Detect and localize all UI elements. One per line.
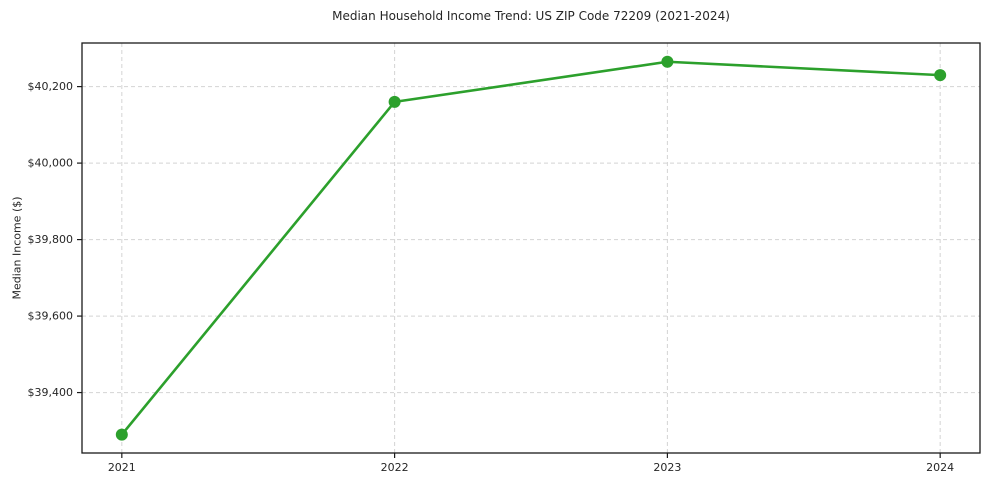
y-tick-label: $40,000	[28, 157, 74, 170]
y-axis-label: Median Income ($)	[10, 196, 24, 300]
y-tick-label: $39,600	[28, 310, 74, 323]
x-tick-label: 2023	[653, 461, 681, 474]
y-tick-label: $40,200	[28, 80, 74, 93]
data-point	[934, 69, 947, 82]
x-tick-label: 2021	[108, 461, 136, 474]
y-tick-label: $39,800	[28, 233, 74, 246]
x-tick-label: 2024	[926, 461, 954, 474]
data-point	[661, 55, 674, 68]
income-trend-line	[120, 60, 942, 436]
data-point	[388, 95, 401, 108]
y-tick-label: $39,400	[28, 386, 74, 399]
plot-border	[81, 42, 981, 454]
chart-title: Median Household Income Trend: US ZIP Co…	[332, 9, 730, 23]
data-point	[115, 428, 128, 441]
x-tick-label: 2022	[381, 461, 409, 474]
